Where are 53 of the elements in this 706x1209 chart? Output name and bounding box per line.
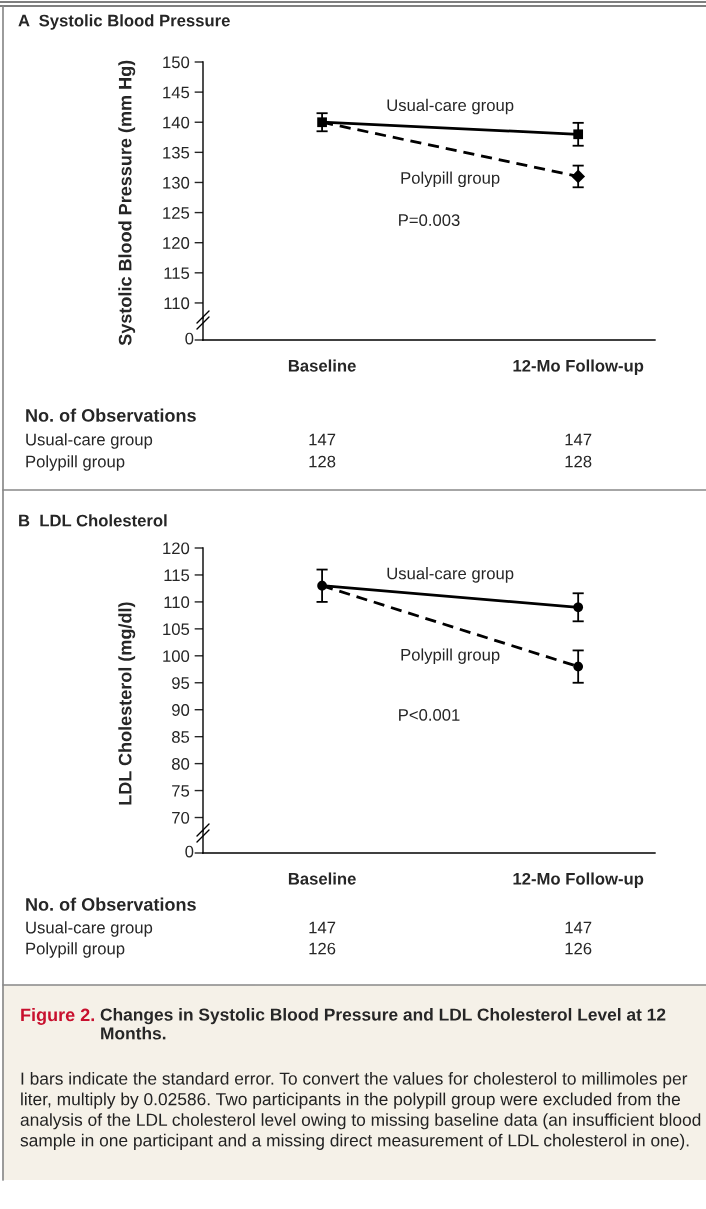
- text: 128: [309, 455, 336, 468]
- text: Usual-care group: [26, 921, 153, 937]
- text: 128: [565, 455, 592, 468]
- y-tick-label: 110: [164, 596, 190, 609]
- x-tick-label: Baseline: [288, 872, 356, 885]
- text: I bars indicate the standard error. To convert the values for cholesterol to millimoles per liter, multiply by 0.02586. Two participants in the polypill group were excluded from the analysis of the LDL cholesterol level owing to missing baseline data (an insufficient blood sample in one participant and a missing direct measurement of LDL cholesterol in one).: [20, 1072, 701, 1150]
- y-tick-label: 80: [171, 758, 190, 770]
- y-tick-label: 135: [163, 146, 190, 159]
- text: No. of Observations: [26, 408, 196, 422]
- y-tick-label: 130: [163, 176, 190, 189]
- text: 0: [185, 332, 194, 345]
- text: 147: [309, 433, 336, 446]
- y-tick-label: 70: [172, 811, 190, 824]
- annotation: P=0.003: [399, 214, 460, 226]
- chart-title: B LDL Cholesterol: [19, 514, 167, 527]
- x-tick-label: 12-Mo Follow-up: [513, 359, 644, 375]
- text: Changes in Systolic Blood Pressure and LDL Cholesterol Level at 12 Months.: [100, 1008, 666, 1040]
- y-tick-label: 90: [172, 704, 190, 716]
- annotation: P<0.001: [399, 708, 460, 721]
- y-tick-label: 105: [163, 623, 190, 636]
- y-axis-title: Systolic Blood Pressure (mm Hg): [118, 60, 136, 346]
- text: 147: [565, 433, 592, 446]
- y-tick-label: 120: [163, 237, 190, 249]
- y-tick-label: 145: [163, 86, 190, 99]
- series-label: Usual-care group: [387, 98, 514, 115]
- y-tick-label: 115: [164, 569, 190, 582]
- series-label: Polypill group: [401, 171, 500, 188]
- text: 0: [185, 845, 194, 858]
- x-tick-label: 12-Mo Follow-up: [513, 872, 644, 888]
- text: Polypill group: [26, 942, 125, 958]
- y-tick-label: 100: [163, 650, 190, 663]
- text: 147: [565, 921, 592, 934]
- chart-title: A Systolic Blood Pressure: [18, 14, 230, 30]
- y-tick-label: 120: [163, 542, 190, 555]
- text: Usual-care group: [26, 433, 153, 449]
- text: Polypill group: [26, 455, 125, 471]
- text: 126: [565, 942, 592, 955]
- y-tick-label: 140: [163, 116, 190, 129]
- series-label: Usual-care group: [387, 567, 514, 583]
- y-tick-label: 85: [171, 731, 190, 743]
- y-tick-label: 150: [163, 56, 190, 69]
- text: 147: [309, 921, 336, 934]
- caption: Figure 2.: [21, 1008, 94, 1025]
- text: No. of Observations: [26, 897, 196, 911]
- y-tick-label: 110: [164, 297, 190, 310]
- y-tick-label: 95: [172, 677, 190, 689]
- y-axis-title: LDL Cholesterol (mg/dl): [118, 602, 136, 805]
- y-tick-label: 75: [172, 785, 190, 797]
- x-tick-label: Baseline: [288, 359, 356, 372]
- y-tick-label: 125: [163, 206, 190, 219]
- y-tick-label: 115: [164, 267, 190, 280]
- text: 126: [309, 942, 336, 955]
- series-label: Polypill group: [401, 648, 500, 664]
